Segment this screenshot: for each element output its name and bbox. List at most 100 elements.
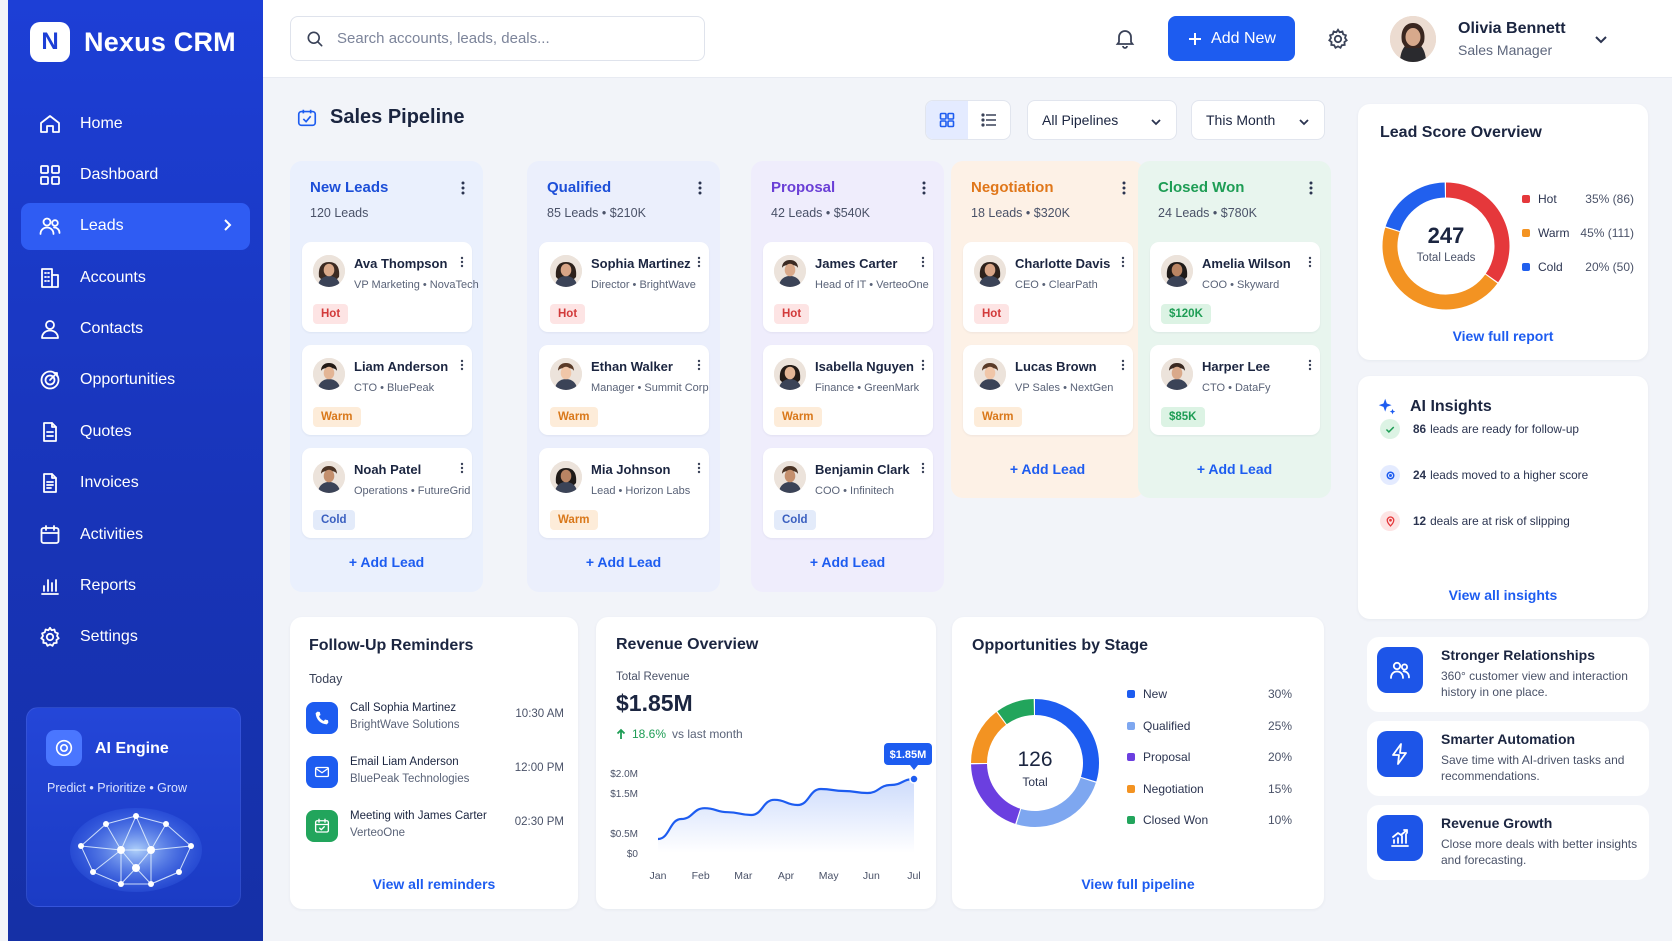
revenue-data-point[interactable] — [909, 774, 919, 784]
sidebar-item-activities[interactable]: Activities — [21, 511, 250, 558]
column-menu-icon[interactable] — [922, 181, 926, 195]
opportunities-title: Opportunities by Stage — [972, 637, 1149, 654]
view-all-insights-link[interactable]: View all insights — [1448, 587, 1558, 603]
lead-name: Sophia Martinez — [591, 256, 691, 271]
ai-engine-card[interactable]: AI Engine Predict • Prioritize • Grow — [26, 707, 241, 907]
period-filter-select[interactable]: This Month — [1191, 100, 1325, 140]
add-lead-button[interactable]: + Add Lead — [1009, 461, 1086, 477]
lead-score-panel: Lead Score Overview 247 Total Leads Hot … — [1358, 104, 1648, 360]
lead-score-title: Lead Score Overview — [1380, 124, 1542, 141]
view-full-report-link[interactable]: View full report — [1452, 328, 1554, 344]
insight-item[interactable]: 86 leads are ready for follow-up — [1370, 410, 1624, 448]
avatar — [974, 358, 1006, 390]
lead-card[interactable]: Ava Thompson VP Marketing • NovaTech Hot — [302, 242, 479, 332]
lead-card[interactable]: Noah Patel Operations • FutureGrid Cold — [302, 448, 472, 538]
donut-slice-cold[interactable] — [1385, 182, 1446, 232]
legend-swatch — [1522, 263, 1530, 271]
lead-card[interactable]: Lucas Brown VP Sales • NextGen Warm — [963, 345, 1133, 435]
view-all-reminders-link[interactable]: View all reminders — [372, 876, 496, 892]
add-new-button[interactable]: Add New — [1168, 16, 1295, 61]
view-full-pipeline-link[interactable]: View full pipeline — [1081, 876, 1195, 892]
donut-slice-new[interactable] — [1034, 699, 1099, 782]
add-lead-button[interactable]: + Add Lead — [585, 554, 662, 570]
sidebar-item-invoices[interactable]: Invoices — [21, 460, 250, 507]
sidebar-item-quotes[interactable]: Quotes — [21, 408, 250, 455]
page-title: Sales Pipeline — [330, 106, 465, 128]
list-view-icon[interactable] — [968, 101, 1010, 139]
column-menu-icon[interactable] — [1122, 181, 1126, 195]
card-menu-icon[interactable] — [460, 256, 464, 268]
chevron-down-icon[interactable] — [1593, 31, 1609, 47]
column-menu-icon[interactable] — [461, 181, 465, 195]
card-menu-icon[interactable] — [1308, 256, 1312, 268]
lead-score-total-label: Total Leads — [1416, 252, 1476, 264]
lead-card[interactable]: Liam Anderson CTO • BluePeak Warm — [302, 345, 472, 435]
card-menu-icon[interactable] — [460, 359, 464, 371]
card-menu-icon[interactable] — [1308, 359, 1312, 371]
revenue-series-line[interactable] — [657, 777, 915, 841]
reminder-item[interactable]: Meeting with James Carter VerteoOne 02:3… — [306, 804, 564, 848]
lead-card[interactable]: Charlotte Davis CEO • ClearPath Hot — [963, 242, 1133, 332]
donut-slice-warm[interactable] — [1382, 227, 1498, 310]
donut-slice-closed-won[interactable] — [997, 699, 1035, 725]
donut-slice-negotiation[interactable] — [971, 712, 1007, 764]
lead-tag-badge: Warm — [313, 407, 361, 427]
add-lead-button[interactable]: + Add Lead — [348, 554, 425, 570]
x-tick-label: Jan — [650, 870, 667, 882]
column-menu-icon[interactable] — [1309, 181, 1313, 195]
lead-card[interactable]: Sophia Martinez Director • BrightWave Ho… — [539, 242, 709, 332]
card-menu-icon[interactable] — [697, 256, 701, 268]
lead-card[interactable]: Amelia Wilson COO • Skyward $120K — [1150, 242, 1320, 332]
reminder-item[interactable]: Call Sophia Martinez BrightWave Solution… — [306, 696, 564, 740]
app-logo[interactable]: N Nexus CRM — [30, 22, 236, 62]
sidebar-item-settings[interactable]: Settings — [21, 614, 250, 661]
pipeline-icon — [297, 109, 317, 126]
user-avatar[interactable] — [1390, 16, 1436, 62]
lead-card[interactable]: Ethan Walker Manager • Summit Corp Warm — [539, 345, 709, 435]
x-tick-label: Feb — [692, 870, 710, 882]
pipeline-filter-select[interactable]: All Pipelines — [1027, 100, 1177, 140]
legend-item: Warm — [1522, 226, 1570, 240]
reminder-item[interactable]: Email Liam Anderson BluePeak Technologie… — [306, 750, 564, 794]
legend-value: 25% — [1267, 718, 1292, 733]
sidebar-item-accounts[interactable]: Accounts — [21, 254, 250, 301]
donut-slice-proposal[interactable] — [971, 763, 1021, 824]
sidebar-item-dashboard[interactable]: Dashboard — [21, 151, 250, 198]
board-view-icon[interactable] — [926, 101, 968, 139]
notifications-bell-icon[interactable] — [1113, 26, 1137, 50]
add-lead-button[interactable]: + Add Lead — [1196, 461, 1273, 477]
sidebar-item-reports[interactable]: Reports — [21, 563, 250, 610]
lead-card[interactable]: Isabella Nguyen Finance • GreenMark Warm — [763, 345, 933, 435]
donut-slice-qualified[interactable] — [1016, 777, 1096, 827]
card-menu-icon[interactable] — [921, 359, 925, 371]
sidebar-item-home[interactable]: Home — [21, 100, 250, 147]
insight-item[interactable]: 24 leads moved to a higher score — [1370, 456, 1624, 494]
lead-card[interactable]: James Carter Head of IT • VerteoOne Hot — [763, 242, 933, 332]
card-menu-icon[interactable] — [697, 359, 701, 371]
reminder-subtitle: BrightWave Solutions — [350, 719, 460, 731]
column-menu-icon[interactable] — [698, 181, 702, 195]
legend-value: 45% (111) — [1580, 226, 1634, 240]
revenue-callout-label: $1.85M — [890, 749, 927, 761]
sidebar-item-opportunities[interactable]: Opportunities — [21, 357, 250, 404]
card-menu-icon[interactable] — [1121, 359, 1125, 371]
card-menu-icon[interactable] — [1121, 256, 1125, 268]
settings-gear-icon[interactable] — [1326, 27, 1350, 51]
add-lead-button[interactable]: + Add Lead — [809, 554, 886, 570]
card-menu-icon[interactable] — [921, 256, 925, 268]
lead-tag-badge: Hot — [974, 304, 1010, 324]
growth-chart-icon — [1377, 815, 1423, 861]
lead-score-total: 247 — [1427, 223, 1465, 248]
card-menu-icon[interactable] — [697, 462, 701, 474]
card-menu-icon[interactable] — [460, 462, 464, 474]
lead-card[interactable]: Benjamin Clark COO • Infinitech Cold — [763, 448, 933, 538]
sidebar-item-leads[interactable]: Leads — [21, 202, 250, 250]
insight-item[interactable]: 12 deals are at risk of slipping — [1370, 502, 1624, 540]
donut-slice-hot[interactable] — [1445, 182, 1510, 283]
lead-card[interactable]: Mia Johnson Lead • Horizon Labs Warm — [539, 448, 709, 538]
lead-card[interactable]: Harper Lee CTO • DataFy $85K — [1150, 345, 1320, 435]
card-menu-icon[interactable] — [921, 462, 925, 474]
search-box[interactable] — [290, 16, 705, 61]
sidebar-item-contacts[interactable]: Contacts — [21, 306, 250, 353]
search-input[interactable] — [337, 30, 697, 47]
